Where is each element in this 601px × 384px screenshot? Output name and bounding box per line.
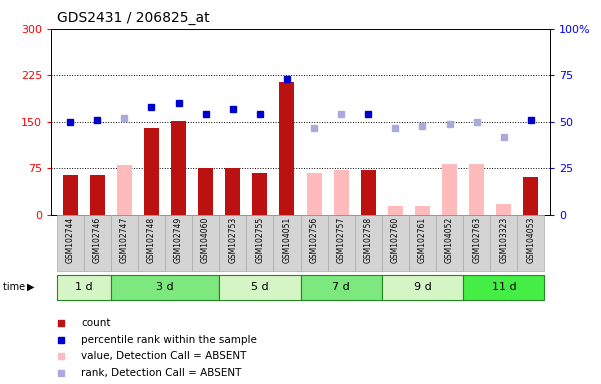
Bar bbox=[300, 275, 382, 300]
Bar bbox=[307, 173, 322, 215]
Bar bbox=[463, 275, 545, 300]
Text: 1 d: 1 d bbox=[75, 282, 93, 292]
Bar bbox=[252, 173, 267, 215]
Bar bbox=[361, 170, 376, 215]
Bar bbox=[219, 275, 300, 300]
Text: GSM104052: GSM104052 bbox=[445, 217, 454, 263]
Bar bbox=[138, 215, 165, 271]
Text: GSM102746: GSM102746 bbox=[93, 217, 102, 263]
Bar bbox=[111, 215, 138, 271]
Text: GSM104051: GSM104051 bbox=[282, 217, 291, 263]
Text: 9 d: 9 d bbox=[413, 282, 432, 292]
Bar bbox=[328, 215, 355, 271]
Text: 11 d: 11 d bbox=[492, 282, 516, 292]
Text: GSM103323: GSM103323 bbox=[499, 217, 508, 263]
Bar bbox=[442, 164, 457, 215]
Text: GSM102756: GSM102756 bbox=[310, 217, 319, 263]
Bar bbox=[300, 215, 328, 271]
Text: GSM102755: GSM102755 bbox=[255, 217, 264, 263]
Bar bbox=[90, 175, 105, 215]
Bar bbox=[63, 175, 78, 215]
Text: GSM102749: GSM102749 bbox=[174, 217, 183, 263]
Text: percentile rank within the sample: percentile rank within the sample bbox=[81, 335, 257, 345]
Bar bbox=[246, 215, 273, 271]
Text: count: count bbox=[81, 318, 111, 328]
Text: 7 d: 7 d bbox=[332, 282, 350, 292]
Bar bbox=[56, 275, 111, 300]
Bar bbox=[279, 81, 294, 215]
Text: GSM102747: GSM102747 bbox=[120, 217, 129, 263]
Text: value, Detection Call = ABSENT: value, Detection Call = ABSENT bbox=[81, 351, 246, 361]
Bar bbox=[111, 275, 219, 300]
Text: rank, Detection Call = ABSENT: rank, Detection Call = ABSENT bbox=[81, 368, 242, 378]
Bar bbox=[463, 215, 490, 271]
Text: time: time bbox=[3, 282, 28, 292]
Bar bbox=[382, 275, 463, 300]
Text: GSM102758: GSM102758 bbox=[364, 217, 373, 263]
Bar bbox=[415, 206, 430, 215]
Text: 3 d: 3 d bbox=[156, 282, 174, 292]
Bar bbox=[490, 215, 517, 271]
Bar bbox=[388, 206, 403, 215]
Bar bbox=[144, 128, 159, 215]
Text: GSM102753: GSM102753 bbox=[228, 217, 237, 263]
Bar bbox=[198, 168, 213, 215]
Bar bbox=[334, 170, 349, 215]
Bar bbox=[517, 215, 545, 271]
Bar bbox=[165, 215, 192, 271]
Bar bbox=[171, 121, 186, 215]
Text: ▶: ▶ bbox=[27, 282, 34, 292]
Text: GSM102757: GSM102757 bbox=[337, 217, 346, 263]
Bar bbox=[355, 215, 382, 271]
Text: GSM102748: GSM102748 bbox=[147, 217, 156, 263]
Bar bbox=[56, 215, 84, 271]
Bar bbox=[273, 215, 300, 271]
Bar bbox=[436, 215, 463, 271]
Bar bbox=[84, 215, 111, 271]
Bar bbox=[192, 215, 219, 271]
Text: GSM104060: GSM104060 bbox=[201, 217, 210, 263]
Text: GSM102761: GSM102761 bbox=[418, 217, 427, 263]
Bar bbox=[117, 166, 132, 215]
Text: GDS2431 / 206825_at: GDS2431 / 206825_at bbox=[57, 11, 210, 25]
Bar bbox=[219, 215, 246, 271]
Text: 5 d: 5 d bbox=[251, 282, 269, 292]
Text: GSM102760: GSM102760 bbox=[391, 217, 400, 263]
Text: GSM102763: GSM102763 bbox=[472, 217, 481, 263]
Bar bbox=[496, 204, 511, 215]
Bar bbox=[382, 215, 409, 271]
Bar bbox=[409, 215, 436, 271]
Bar bbox=[225, 168, 240, 215]
Text: GSM104053: GSM104053 bbox=[526, 217, 535, 263]
Text: GSM102744: GSM102744 bbox=[66, 217, 75, 263]
Bar bbox=[523, 177, 538, 215]
Bar bbox=[469, 164, 484, 215]
